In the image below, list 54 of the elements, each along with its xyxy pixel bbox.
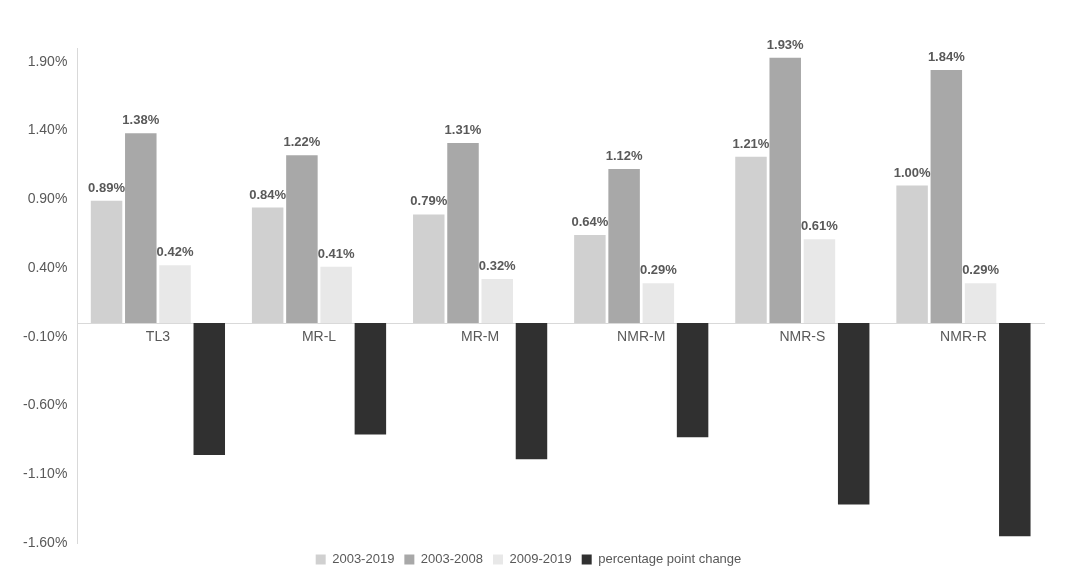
- y-tick-label: 1.40%: [27, 121, 68, 138]
- y-tick-label: 0.90%: [27, 190, 68, 207]
- bar: [769, 57, 801, 323]
- bar: [837, 323, 870, 505]
- y-tick-label: -0.60%: [23, 396, 68, 413]
- bar: [964, 283, 997, 323]
- x-tick-label: MR-M: [461, 328, 500, 345]
- y-tick-label: -1.10%: [23, 465, 68, 482]
- bar: [481, 279, 513, 323]
- legend-label: 2003-2008: [420, 551, 484, 567]
- y-tick-label: -1.60%: [23, 533, 68, 550]
- bar: [286, 155, 318, 323]
- data-label: 0.32%: [478, 258, 517, 274]
- bar: [676, 323, 709, 438]
- data-label: 1.31%: [444, 121, 482, 137]
- data-label: 1.21%: [732, 135, 770, 151]
- data-label: 1.22%: [283, 134, 321, 150]
- data-label: 0.84%: [249, 186, 287, 202]
- legend-label: 2003-2019: [332, 551, 395, 567]
- x-tick-label: NMR-S: [779, 328, 826, 345]
- x-tick-label: NMR-M: [617, 328, 666, 345]
- legend-label: percentage point change: [598, 551, 742, 567]
- data-label: 1.00%: [893, 164, 931, 180]
- x-tick-label: NMR-R: [940, 328, 987, 345]
- x-tick-label: TL3: [145, 328, 171, 345]
- y-tick-label: 1.90%: [27, 52, 68, 69]
- bar: [608, 169, 640, 323]
- x-tick-label: MR-L: [301, 328, 337, 345]
- data-label: 0.42%: [156, 244, 194, 260]
- bar: [320, 266, 352, 323]
- data-label: 0.41%: [317, 245, 355, 261]
- data-label: 1.38%: [122, 112, 160, 128]
- bar: [354, 323, 387, 435]
- data-label: 0.29%: [962, 262, 1000, 278]
- y-tick-label: -0.10%: [23, 327, 68, 344]
- bar: [803, 239, 836, 323]
- data-label: 0.29%: [639, 262, 678, 278]
- data-label: 0.64%: [571, 214, 609, 230]
- bar: [999, 323, 1031, 537]
- legend-label: 2009-2019: [509, 551, 572, 567]
- data-label: 0.89%: [88, 179, 126, 195]
- y-tick-label: 0.40%: [27, 258, 68, 275]
- bar: [159, 265, 191, 323]
- data-label: 1.93%: [766, 36, 805, 52]
- bar: [125, 133, 157, 323]
- data-label: 0.61%: [801, 218, 839, 234]
- data-label: 1.84%: [927, 49, 966, 65]
- bar: [193, 323, 226, 455]
- data-label: 1.12%: [605, 148, 643, 164]
- bar: [930, 70, 963, 323]
- bar: [447, 142, 479, 323]
- bar: [642, 283, 675, 323]
- bar: [515, 323, 548, 460]
- data-label: 0.79%: [410, 193, 448, 209]
